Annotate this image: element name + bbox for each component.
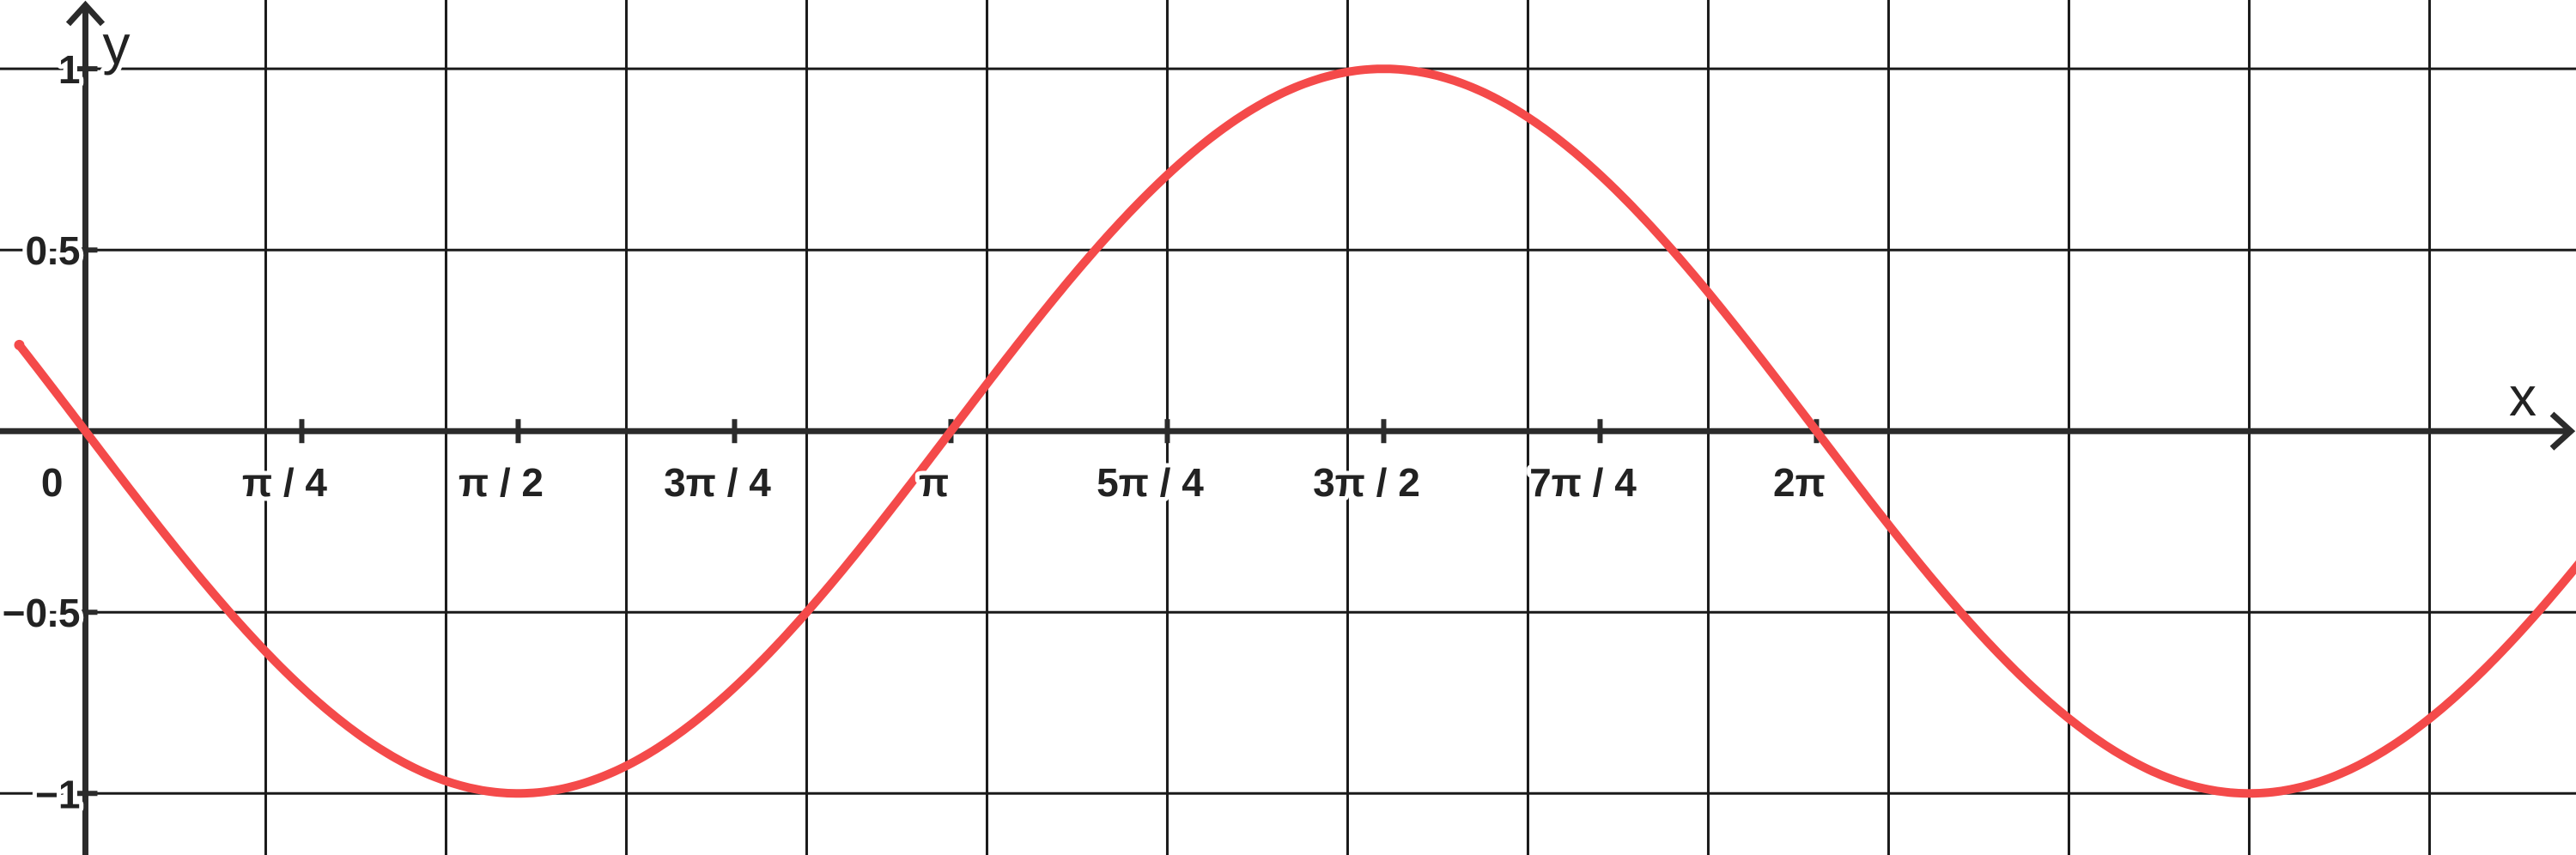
tick-labels: π / 4 π / 2 3π / 4 π 5π / 4 3π / 2 7π / 4 2π 1 0.… xyxy=(0,9,2541,821)
x-tick-label: 2π xyxy=(1773,460,1826,505)
x-tick-label: 3π / 4 xyxy=(664,460,771,505)
y-tick-label: −1 xyxy=(35,772,80,816)
x-tick-label: 7π / 4 xyxy=(1529,460,1637,505)
origin-label: 0 xyxy=(41,460,64,505)
x-tick-label: π / 4 xyxy=(242,460,328,505)
x-tick-label: π / 2 xyxy=(459,460,544,505)
y-tick-label: 0.5 xyxy=(26,228,81,273)
series-start-point xyxy=(14,339,25,350)
x-tick-label: 3π / 2 xyxy=(1313,460,1420,505)
y-axis-label: y xyxy=(102,14,130,76)
x-tick-label: π xyxy=(919,460,949,505)
x-tick-label: 5π / 4 xyxy=(1097,460,1204,505)
x-axis-arrow-icon xyxy=(2549,411,2576,451)
plot-area xyxy=(14,64,2576,798)
y-axis-arrow-icon xyxy=(65,0,106,27)
x-axis-label: x xyxy=(2509,366,2537,428)
y-tick-label: 1 xyxy=(58,47,81,92)
series-line xyxy=(15,64,2576,798)
y-tick-label: −0.5 xyxy=(3,591,81,635)
